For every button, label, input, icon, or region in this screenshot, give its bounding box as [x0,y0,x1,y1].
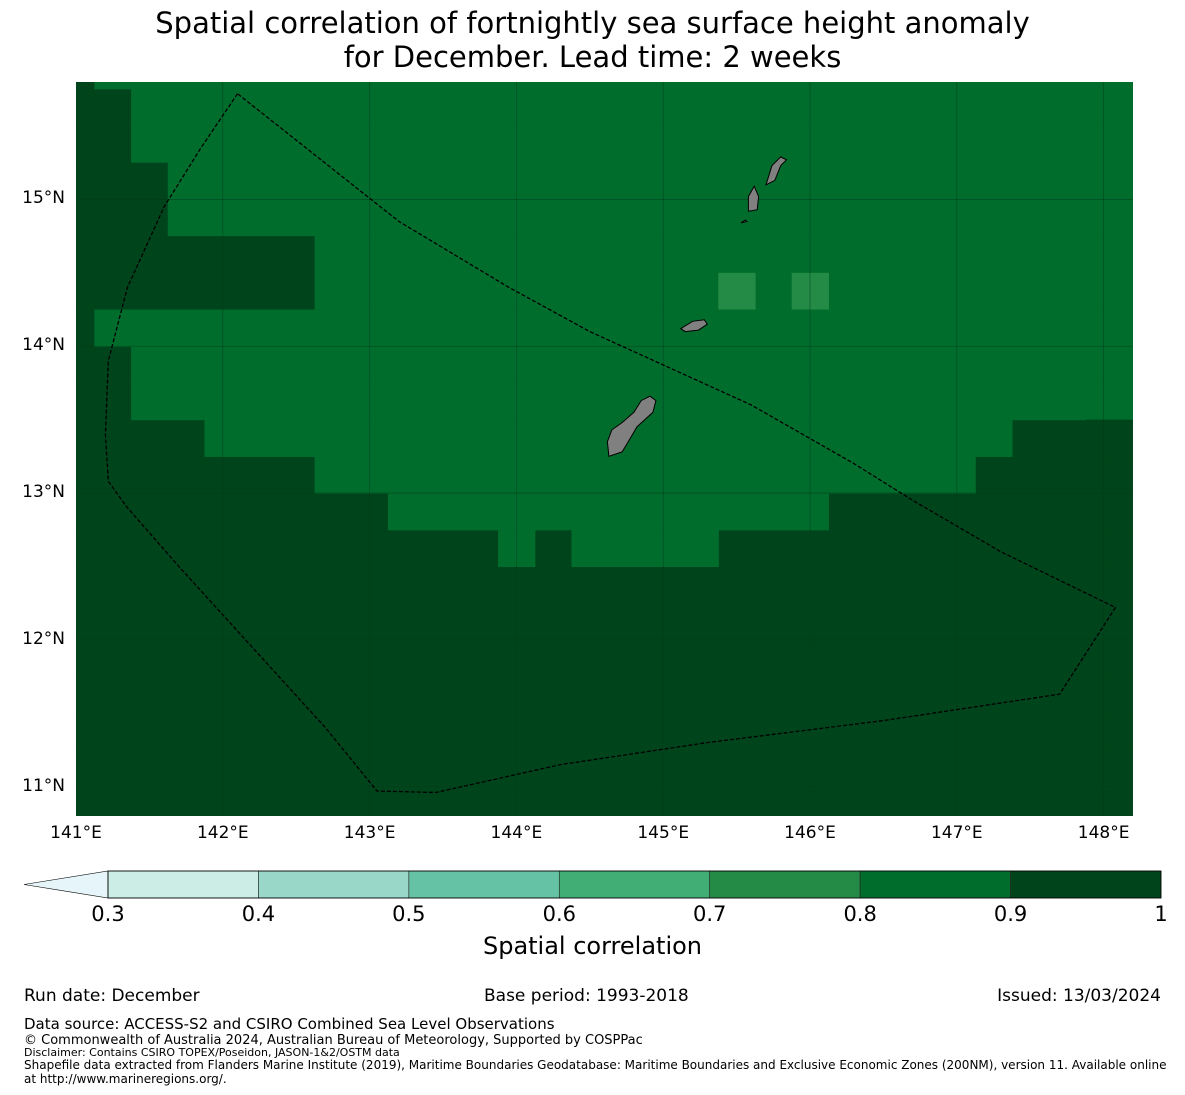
lon-tick-label: 141°E [50,823,102,843]
colorbar-tick-label: 0.3 [91,902,125,926]
colorbar-segment [558,870,711,899]
colorbar-tick-label: 1 [1154,902,1168,926]
colorbar-title: Spatial correlation [482,932,703,960]
heatmap-cell [718,272,756,311]
heatmap-cell [76,236,316,274]
lat-tick-label: 14°N [22,335,65,356]
heatmap-cell [76,199,169,237]
run-date: Run date: December [24,986,200,1006]
heatmap-cell [94,309,1133,347]
heatmap-cell [76,639,1133,678]
colorbar-extend-arrow [23,870,109,899]
lon-tick-label: 145°E [637,823,690,843]
heatmap-cell [58,0,1185,17]
heatmap-cell [131,382,1086,421]
heatmap-cell [76,603,1133,641]
heatmap-cell [131,346,1123,384]
colorbar-tick-label: 0.8 [843,902,877,926]
colorbar-tick-label: 0.4 [241,902,276,926]
heatmap-cell [58,16,1185,53]
lat-tick-label: 12°N [22,628,65,649]
lon-tick-label: 144°E [490,823,543,843]
heatmap-cell [1159,420,1185,457]
lon-tick-label: 146°E [784,823,836,843]
island-aguijan [740,219,748,224]
heatmap-cell [314,456,976,494]
land-islands [606,156,788,457]
shapefile-credit-1: Shapefile data extracted from Flanders M… [24,1058,1167,1072]
island-guam [606,395,657,457]
lat-tick-label: 15°N [22,188,65,209]
lon-tick-label: 142°E [196,823,249,843]
colorbar-segment [859,870,1011,899]
heatmap-cell [387,493,829,531]
heatmap-cell [76,749,1133,788]
lon-tick-label: 143°E [343,823,396,843]
shapefile-credit-2: at http://www.marineregions.org/. [24,1072,227,1086]
heatmap-cell [76,126,132,164]
heatmap-cell [76,566,1133,604]
colorbar-segment [1010,870,1162,899]
title-line-1: Spatial correlation of fortnightly sea s… [155,6,1030,40]
colorbar-frame [107,870,1162,899]
base-period: Base period: 1993-2018 [484,986,689,1006]
heatmap-cell [167,199,1133,237]
heatmap-cell [76,786,1133,816]
colorbar-segment [107,870,259,899]
heatmap-cell [76,676,1133,714]
lon-tick-label: 147°E [930,823,983,843]
colorbar-segment [709,870,861,899]
issued-date: Issued: 13/03/2024 [997,986,1161,1006]
colorbar-tick-label: 0.6 [542,902,576,926]
colorbar-segment [408,870,560,899]
heatmap-cell [76,82,95,90]
colorbar-segment [258,870,410,899]
eez-boundary-line [104,93,1117,794]
graticule [76,82,1133,816]
lon-tick-label: 148°E [1077,823,1130,843]
data-source: Data source: ACCESS-S2 and CSIRO Combine… [24,1015,555,1033]
heatmap-cell [76,272,316,311]
island-saipan [765,156,788,186]
lat-tick-label: 11°N [22,775,65,796]
heatmap-cell [94,82,1133,90]
copyright: © Commonwealth of Australia 2024, Austra… [24,1033,643,1048]
chart-title: Spatial correlation of fortnightly sea s… [0,6,1185,74]
heatmap-cell [571,529,719,568]
heatmap-cell [76,89,132,127]
heatmap-cell [76,162,169,201]
heatmap-cell [167,162,1133,201]
map-plot [23,0,1185,899]
island-tinian [747,185,760,212]
colorbar-tick-label: 0.7 [693,902,727,926]
colorbar-tick-label: 0.5 [392,902,426,926]
disclaimer: Disclaimer: Contains CSIRO TOPEX/Poseido… [24,1046,400,1059]
heatmap-cell [76,713,1133,751]
lat-tick-label: 13°N [22,482,65,503]
title-line-2: for December. Lead time: 2 weeks [343,40,842,74]
heatmap-cell [131,89,1133,127]
colorbar [23,870,1162,899]
colorbar-tick-label: 0.9 [993,902,1028,926]
heatmap-cell [131,126,1133,164]
island-rota [679,319,708,333]
heatmap-cell [314,236,1133,274]
